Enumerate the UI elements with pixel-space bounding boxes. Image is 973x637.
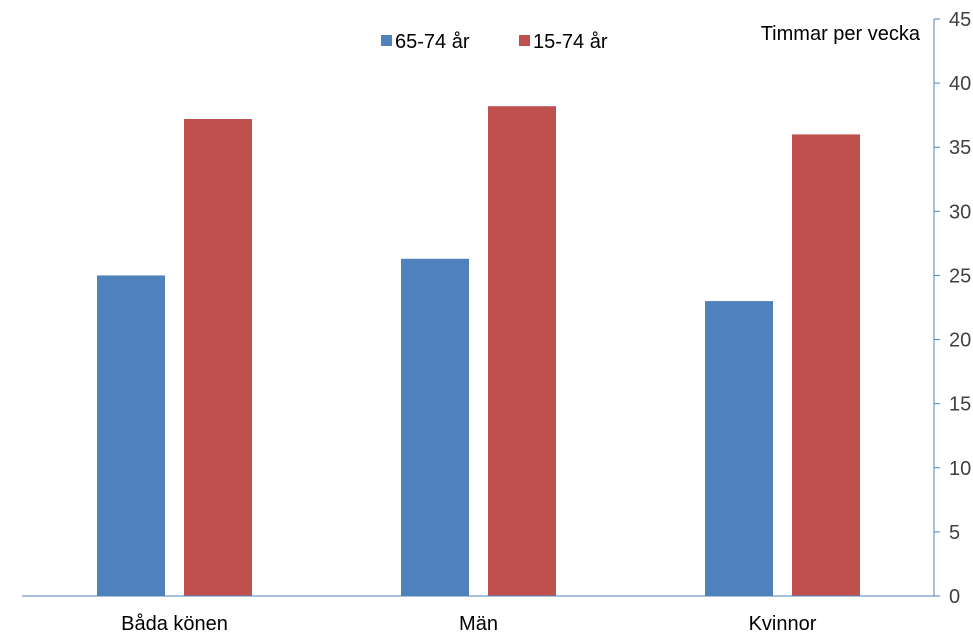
y-tick-label: 35: [949, 137, 971, 159]
y-tick-label: 0: [949, 586, 960, 608]
legend-label: 65-74 år: [395, 31, 470, 53]
bar-series2-2: [488, 106, 556, 597]
y-tick-label: 20: [949, 330, 971, 352]
y-axis-unit-label: Timmar per vecka: [761, 23, 921, 45]
legend-swatch: [381, 35, 392, 46]
bar-series1-1: [97, 275, 165, 596]
bars-layer: [97, 106, 860, 597]
category-label: Kvinnor: [749, 613, 817, 635]
y-tick-label: 10: [949, 458, 971, 480]
category-label: Båda könen: [121, 613, 228, 635]
y-tick-label: 40: [949, 73, 971, 95]
bar-series1-2: [401, 258, 469, 596]
bar-series2-1: [184, 119, 252, 596]
category-labels: Båda könen Män Kvinnor: [121, 613, 817, 635]
y-tick-label: 45: [949, 9, 971, 31]
bar-series2-3: [792, 134, 860, 596]
legend-label: 15-74 år: [533, 31, 608, 53]
axes-layer: [22, 19, 935, 597]
y-ticks: 0 5 10 15 20 25 30 35 40 45: [934, 9, 971, 608]
y-tick-label: 25: [949, 265, 971, 287]
bar-series1-3: [705, 301, 773, 596]
category-label: Män: [459, 613, 498, 635]
legend-swatch: [519, 35, 530, 46]
y-tick-label: 15: [949, 394, 971, 416]
y-tick-label: 30: [949, 201, 971, 223]
y-tick-label: 5: [949, 522, 960, 544]
legend: 65-74 år 15-74 år: [381, 31, 608, 53]
